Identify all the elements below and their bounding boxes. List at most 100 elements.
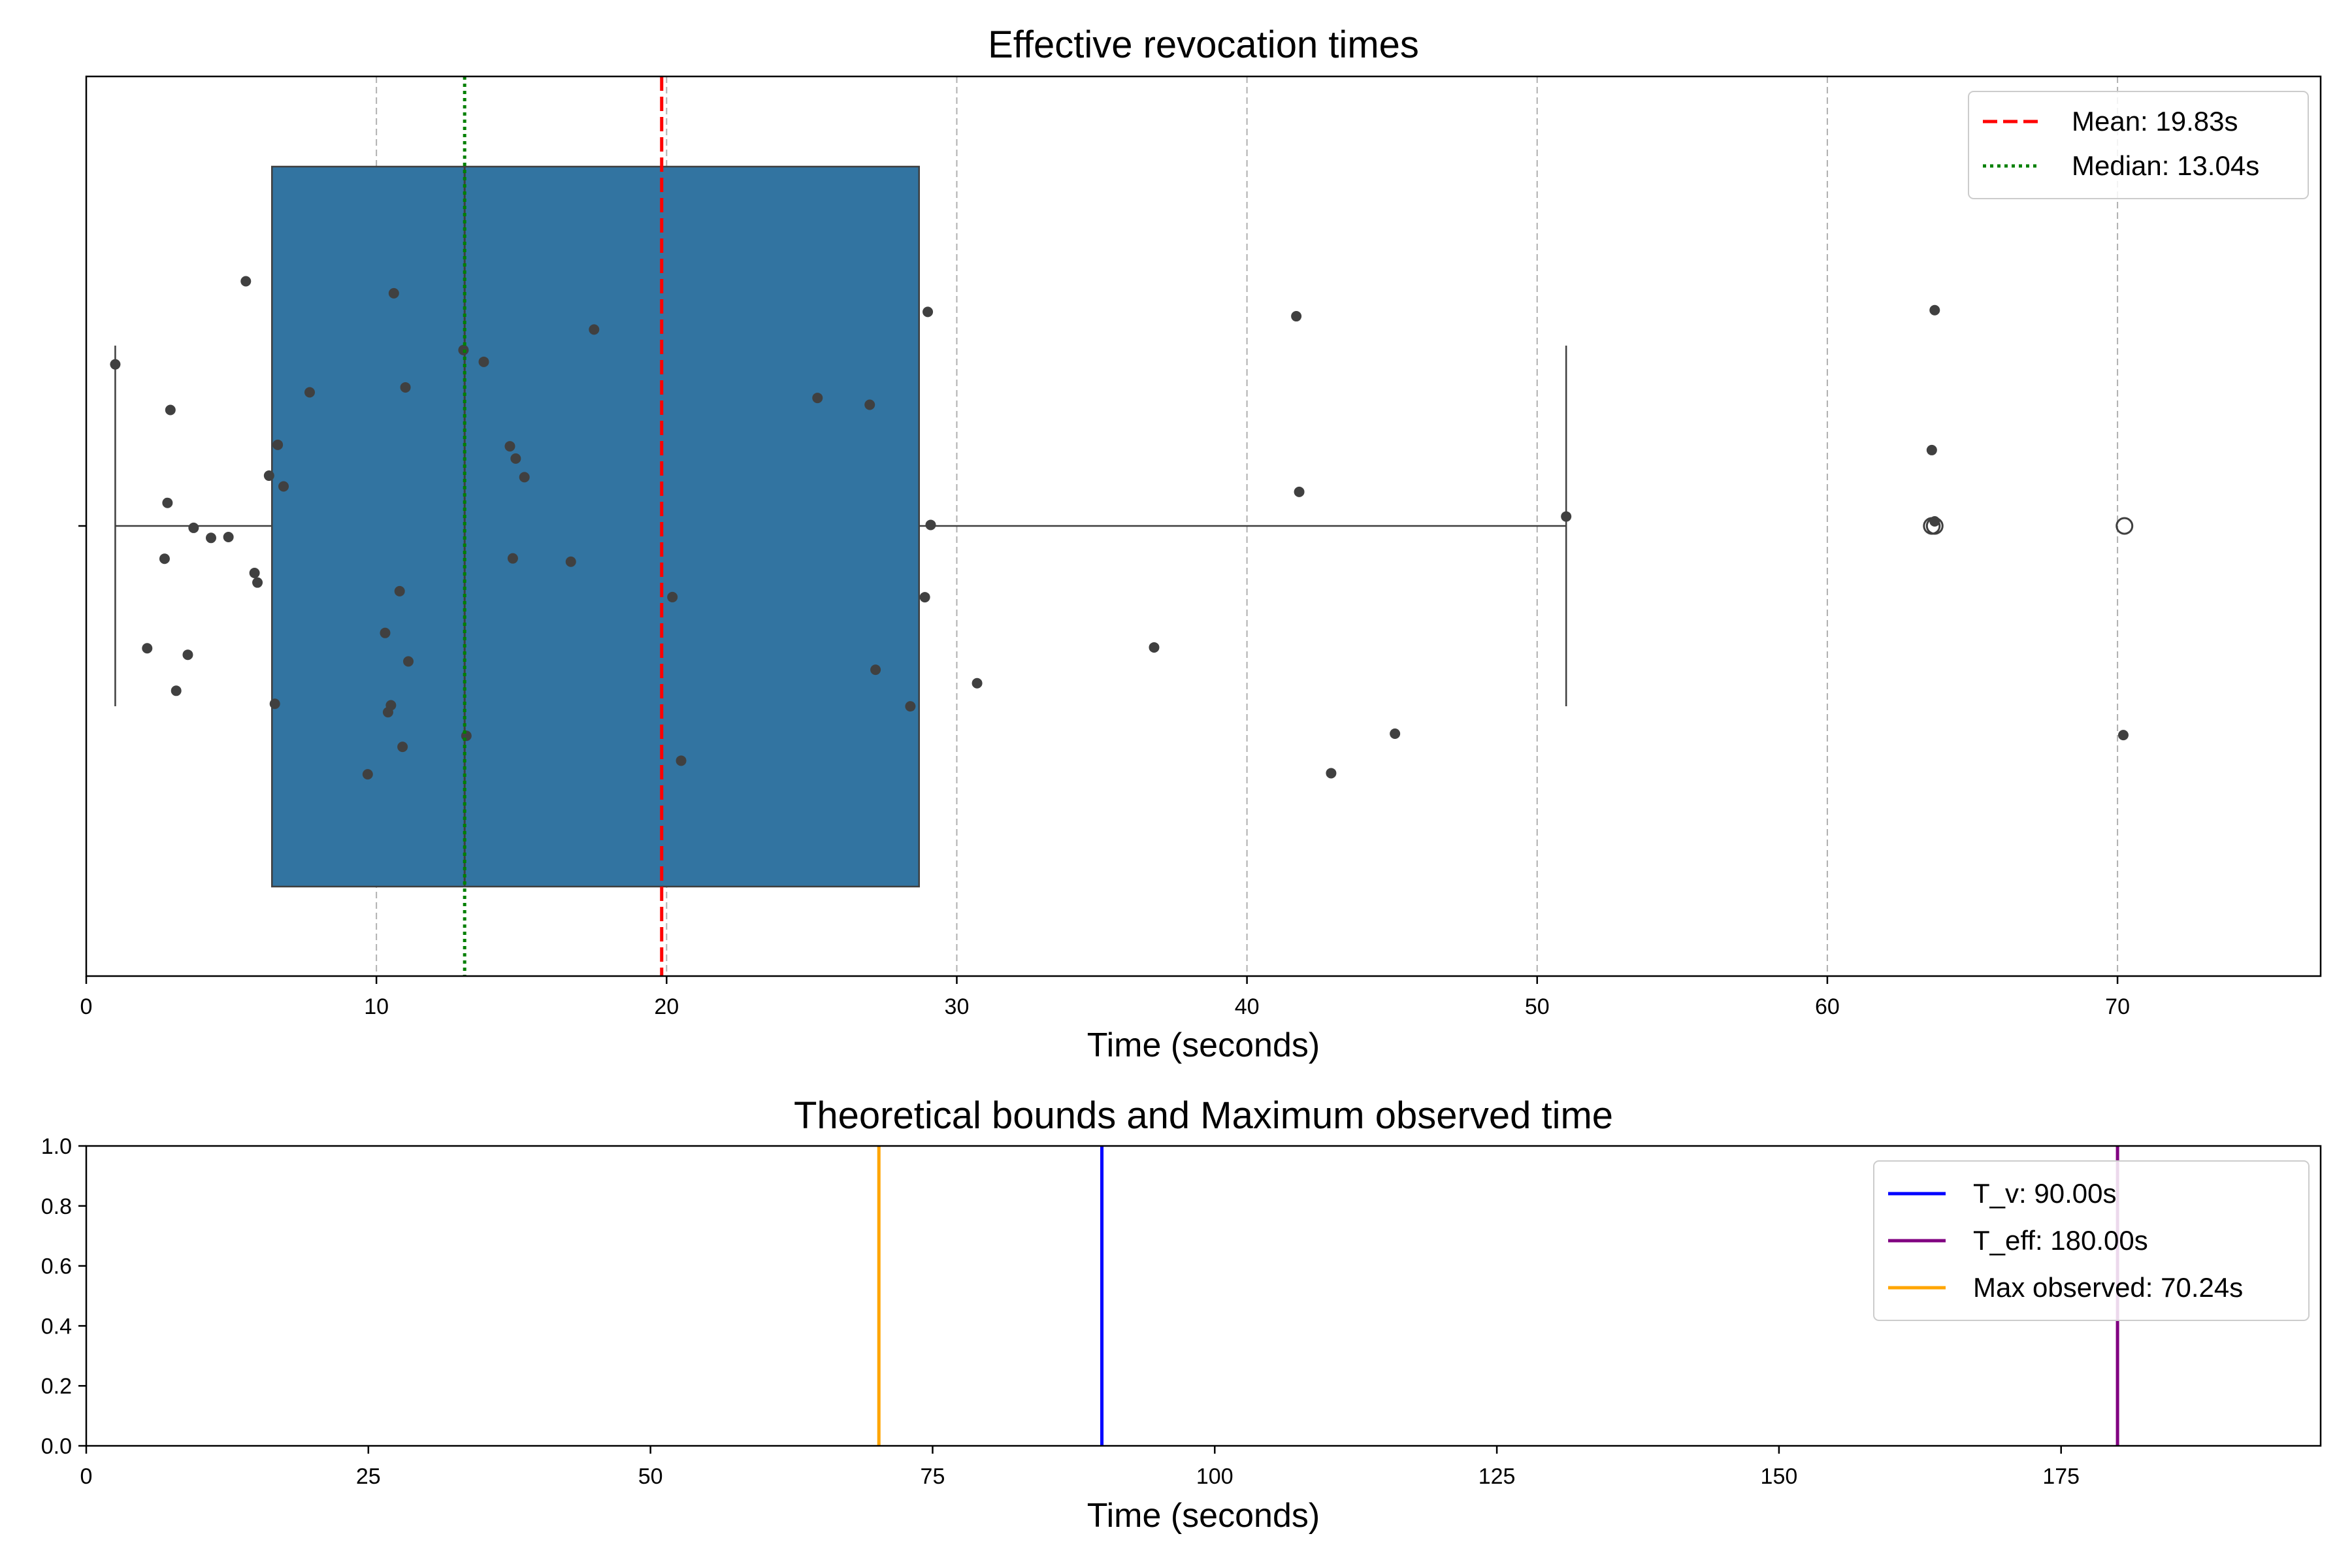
data-point [925, 519, 936, 531]
bounds-title: Theoretical bounds and Maximum observed … [794, 1094, 1613, 1137]
data-point [1926, 444, 1937, 455]
data-point [1149, 642, 1160, 653]
data-point [362, 769, 373, 780]
boxplot-x-ticks: 0 10 20 30 40 50 60 70 [80, 976, 2130, 1019]
x-tick-label: 30 [945, 994, 970, 1019]
data-point [205, 532, 216, 544]
legend-label: Mean: 19.83s [2072, 106, 2238, 137]
legend-label: Median: 13.04s [2072, 150, 2259, 181]
data-point [905, 701, 916, 712]
bounds-axes-frame [85, 1145, 2322, 1447]
data-point [589, 324, 600, 335]
data-point [240, 276, 252, 287]
data-point [380, 627, 391, 638]
x-tick-label: 0 [80, 994, 93, 1019]
y-tick-label: 0.6 [41, 1254, 72, 1279]
bounds-x-ticks: 0 25 50 75 100 125 150 175 [80, 1446, 2080, 1489]
y-tick-label: 0.4 [41, 1314, 72, 1339]
data-point [676, 755, 687, 766]
data-point [1326, 768, 1337, 779]
boxplot-box-group [114, 165, 2134, 888]
x-tick-label: 60 [1815, 994, 1840, 1019]
data-point [165, 404, 176, 416]
data-point [385, 700, 397, 711]
y-tick-label: 0.2 [41, 1374, 72, 1399]
x-tick-label: 70 [2105, 994, 2130, 1019]
data-point [400, 382, 411, 393]
x-tick-label: 175 [2042, 1464, 2080, 1489]
x-tick-label: 40 [1235, 994, 1260, 1019]
data-point [972, 678, 983, 689]
data-point [1561, 511, 1572, 522]
data-point [461, 730, 472, 742]
x-tick-label: 75 [921, 1464, 945, 1489]
y-tick-label: 1.0 [41, 1134, 72, 1159]
data-point [864, 399, 875, 410]
x-tick-label: 150 [1761, 1464, 1798, 1489]
data-point [1929, 516, 1940, 527]
x-tick-label: 125 [1478, 1464, 1516, 1489]
bounds-legend: T_v: 90.00s T_eff: 180.00s Max observed: 7… [1873, 1160, 2310, 1321]
boxplot-points [110, 276, 2129, 780]
data-point [565, 556, 576, 567]
iqr-box [271, 165, 920, 888]
data-point [1390, 728, 1401, 740]
boxplot-panel: Effective revocation times 0 10 20 30 40 50 60… [78, 24, 2322, 1064]
data-point [519, 472, 530, 483]
data-point [223, 531, 234, 542]
data-point [269, 698, 280, 710]
data-point [667, 591, 678, 602]
boxplot-reference-lines [463, 76, 664, 976]
data-point [263, 470, 274, 482]
data-point [249, 568, 260, 579]
data-point [919, 592, 930, 603]
x-tick-label: 50 [638, 1464, 663, 1489]
data-point [272, 439, 284, 450]
legend-frame [1968, 91, 2309, 199]
x-tick-label: 50 [1525, 994, 1550, 1019]
x-tick-label: 10 [364, 994, 389, 1019]
data-point [162, 497, 173, 508]
data-point [304, 387, 315, 398]
data-point [1294, 486, 1305, 497]
data-point [504, 441, 515, 452]
data-point [507, 553, 518, 564]
outlier-marker [2115, 517, 2134, 535]
data-point [510, 453, 521, 464]
data-point [171, 685, 182, 696]
bounds-panel: Theoretical bounds and Maximum observed … [41, 1094, 2322, 1535]
x-tick-label: 0 [80, 1464, 93, 1489]
data-point [278, 481, 289, 492]
data-point [870, 664, 881, 676]
data-point [1291, 311, 1302, 322]
data-point [182, 649, 193, 661]
data-point [1929, 304, 1940, 316]
boxplot-legend: Mean: 19.83s Median: 13.04s [1968, 91, 2309, 199]
legend-frame [1873, 1160, 2310, 1321]
data-point [394, 585, 405, 596]
data-point [2117, 730, 2129, 741]
data-point [142, 643, 153, 654]
data-point [188, 522, 199, 533]
bounds-x-axis-label: Time (seconds) [1087, 1497, 1320, 1535]
legend-label: Max observed: 70.24s [1973, 1272, 2243, 1303]
data-point [397, 742, 408, 753]
x-tick-label: 20 [654, 994, 679, 1019]
boxplot-x-axis-label: Time (seconds) [1087, 1026, 1320, 1064]
legend-label: T_eff: 180.00s [1973, 1225, 2148, 1256]
x-tick-label: 25 [356, 1464, 381, 1489]
data-point [388, 287, 399, 299]
data-point [159, 553, 170, 564]
x-tick-label: 100 [1196, 1464, 1233, 1489]
bounds-y-ticks: 0.0 0.2 0.4 0.6 0.8 1.0 [41, 1134, 86, 1459]
data-point [478, 356, 489, 367]
boxplot-title: Effective revocation times [988, 24, 1419, 66]
y-tick-label: 0.0 [41, 1434, 72, 1459]
data-point [252, 577, 263, 588]
data-point [812, 393, 823, 404]
data-point [403, 656, 414, 667]
data-point [923, 306, 934, 318]
legend-label: T_v: 90.00s [1973, 1178, 2116, 1209]
y-tick-label: 0.8 [41, 1194, 72, 1219]
